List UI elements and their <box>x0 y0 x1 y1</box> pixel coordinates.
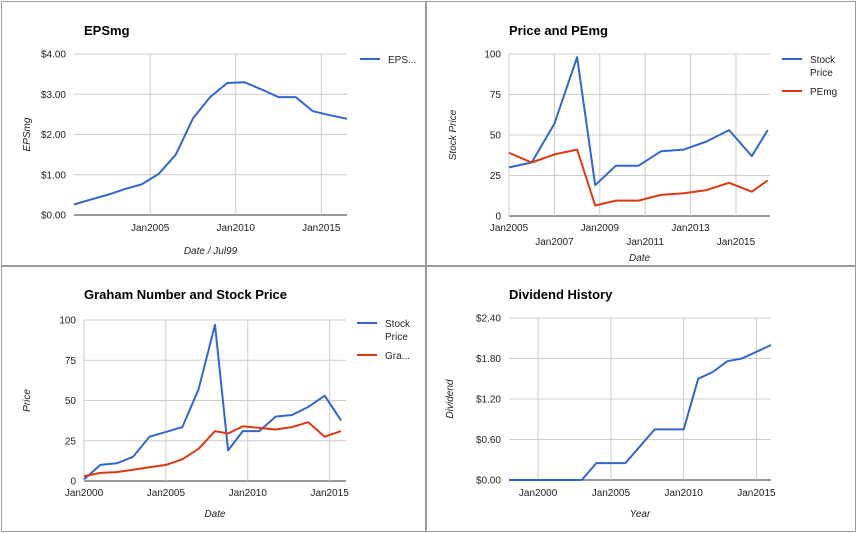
graham-y-tick-label: 0 <box>70 477 76 488</box>
eps-y-tick-label: $4.00 <box>41 50 66 61</box>
price-pe-title: Price and PEmg <box>509 23 608 38</box>
eps-y-tick-label: $2.00 <box>41 130 66 141</box>
eps-x-tick-label: Jan2005 <box>131 223 170 234</box>
graham-y-tick-label: 50 <box>65 396 77 407</box>
price-pe-y-tick-label: 100 <box>484 50 501 61</box>
dividend-chart-panel: Dividend History $0.00 $0.60 $1.20 $1.80 $2.4… <box>426 266 856 532</box>
graham-chart: Graham Number and Stock Price 0 25 50 75 100 J… <box>22 287 411 520</box>
price-pe-y-axis-title: Stock Price <box>448 109 459 160</box>
price-pe-x-tick-label: Jan2011 <box>626 237 664 248</box>
price-pe-chart-panel: Price and PEmg 0 25 50 75 100 Jan2005 Jan2007 Ja… <box>426 1 856 266</box>
graham-chart-panel: Graham Number and Stock Price 0 25 50 75 100 J… <box>1 266 426 532</box>
graham-title: Graham Number and Stock Price <box>84 287 287 302</box>
dividend-x-axis-title: Year <box>630 509 651 520</box>
eps-y-tick-label: $0.00 <box>41 211 66 222</box>
dividend-y-tick-label: $1.20 <box>476 395 501 406</box>
price-pe-legend-label: PEmg <box>810 87 837 98</box>
graham-y-tick-label: 100 <box>59 316 76 327</box>
graham-x-tick-label: Jan2015 <box>310 488 349 499</box>
dividend-title: Dividend History <box>509 287 613 302</box>
eps-eps-series-line <box>73 81 348 206</box>
graham-legend-label: Stock Price <box>385 319 411 343</box>
price-pe-chart: Price and PEmg 0 25 50 75 100 Jan2005 Jan2007 Ja… <box>448 23 837 264</box>
dividend-y-axis-title: Dividend <box>445 379 456 418</box>
price-pe-y-tick-label: 0 <box>495 212 501 223</box>
price-pe-x-tick-label: Jan2013 <box>671 223 710 234</box>
price-pe-x-tick-label: Jan2007 <box>535 237 574 248</box>
eps-x-axis-title: Date / Jul99 <box>184 246 238 257</box>
graham-y-tick-label: 75 <box>65 356 77 367</box>
price-pe-x-tick-label: Jan2005 <box>490 223 529 234</box>
price-pe-x-tick-label: Jan2015 <box>717 237 756 248</box>
price-pe-y-tick-label: 50 <box>490 131 502 142</box>
price-pe-legend-label: Stock Price <box>810 55 836 79</box>
dividend-x-tick-label: Jan2005 <box>592 488 631 499</box>
graham-graham-number-line <box>83 421 342 478</box>
price-pe-x-axis-title: Date <box>629 253 651 264</box>
price-pe-stock-price-line <box>508 56 769 187</box>
graham-y-tick-label: 25 <box>65 436 77 447</box>
price-pe-y-tick-label: 25 <box>490 171 502 182</box>
price-pe-pemg-line <box>508 148 769 207</box>
eps-y-axis-title: EPSmg <box>22 117 33 151</box>
graham-x-tick-label: Jan2010 <box>229 488 268 499</box>
dividend-y-tick-label: $1.80 <box>476 354 501 365</box>
dividend-y-tick-label: $0.60 <box>476 435 501 446</box>
dividend-x-tick-label: Jan2010 <box>664 488 703 499</box>
graham-stock-price-line <box>83 323 342 481</box>
graham-y-axis-title: Price <box>22 389 33 412</box>
dividend-x-tick-label: Jan2015 <box>737 488 776 499</box>
dividend-chart: Dividend History $0.00 $0.60 $1.20 $1.80 $2.4… <box>445 287 776 520</box>
dividend-y-tick-label: $2.40 <box>476 314 501 325</box>
eps-y-tick-label: $1.00 <box>41 170 66 181</box>
eps-chart-panel: EPSmg $0.00 $1.00 $2.00 $3.00 $4.00 Jan2005 Jan… <box>1 1 426 266</box>
eps-x-tick-label: Jan2010 <box>217 223 256 234</box>
graham-x-axis-title: Date <box>204 509 226 520</box>
dividend-y-tick-label: $0.00 <box>476 476 501 487</box>
dividend-dividend-line <box>509 344 772 481</box>
price-pe-y-tick-label: 75 <box>490 90 502 101</box>
price-pe-x-tick-label: Jan2009 <box>581 223 620 234</box>
eps-title: EPSmg <box>84 23 130 38</box>
eps-chart: EPSmg $0.00 $1.00 $2.00 $3.00 $4.00 Jan2005 Jan… <box>22 23 416 257</box>
eps-y-tick-label: $3.00 <box>41 90 66 101</box>
graham-x-tick-label: Jan2000 <box>65 488 104 499</box>
eps-x-tick-label: Jan2015 <box>302 223 341 234</box>
dividend-x-tick-label: Jan2000 <box>519 488 558 499</box>
graham-legend-label: Gra... <box>385 351 410 362</box>
eps-legend-label: EPS... <box>388 55 416 66</box>
graham-x-tick-label: Jan2005 <box>147 488 186 499</box>
